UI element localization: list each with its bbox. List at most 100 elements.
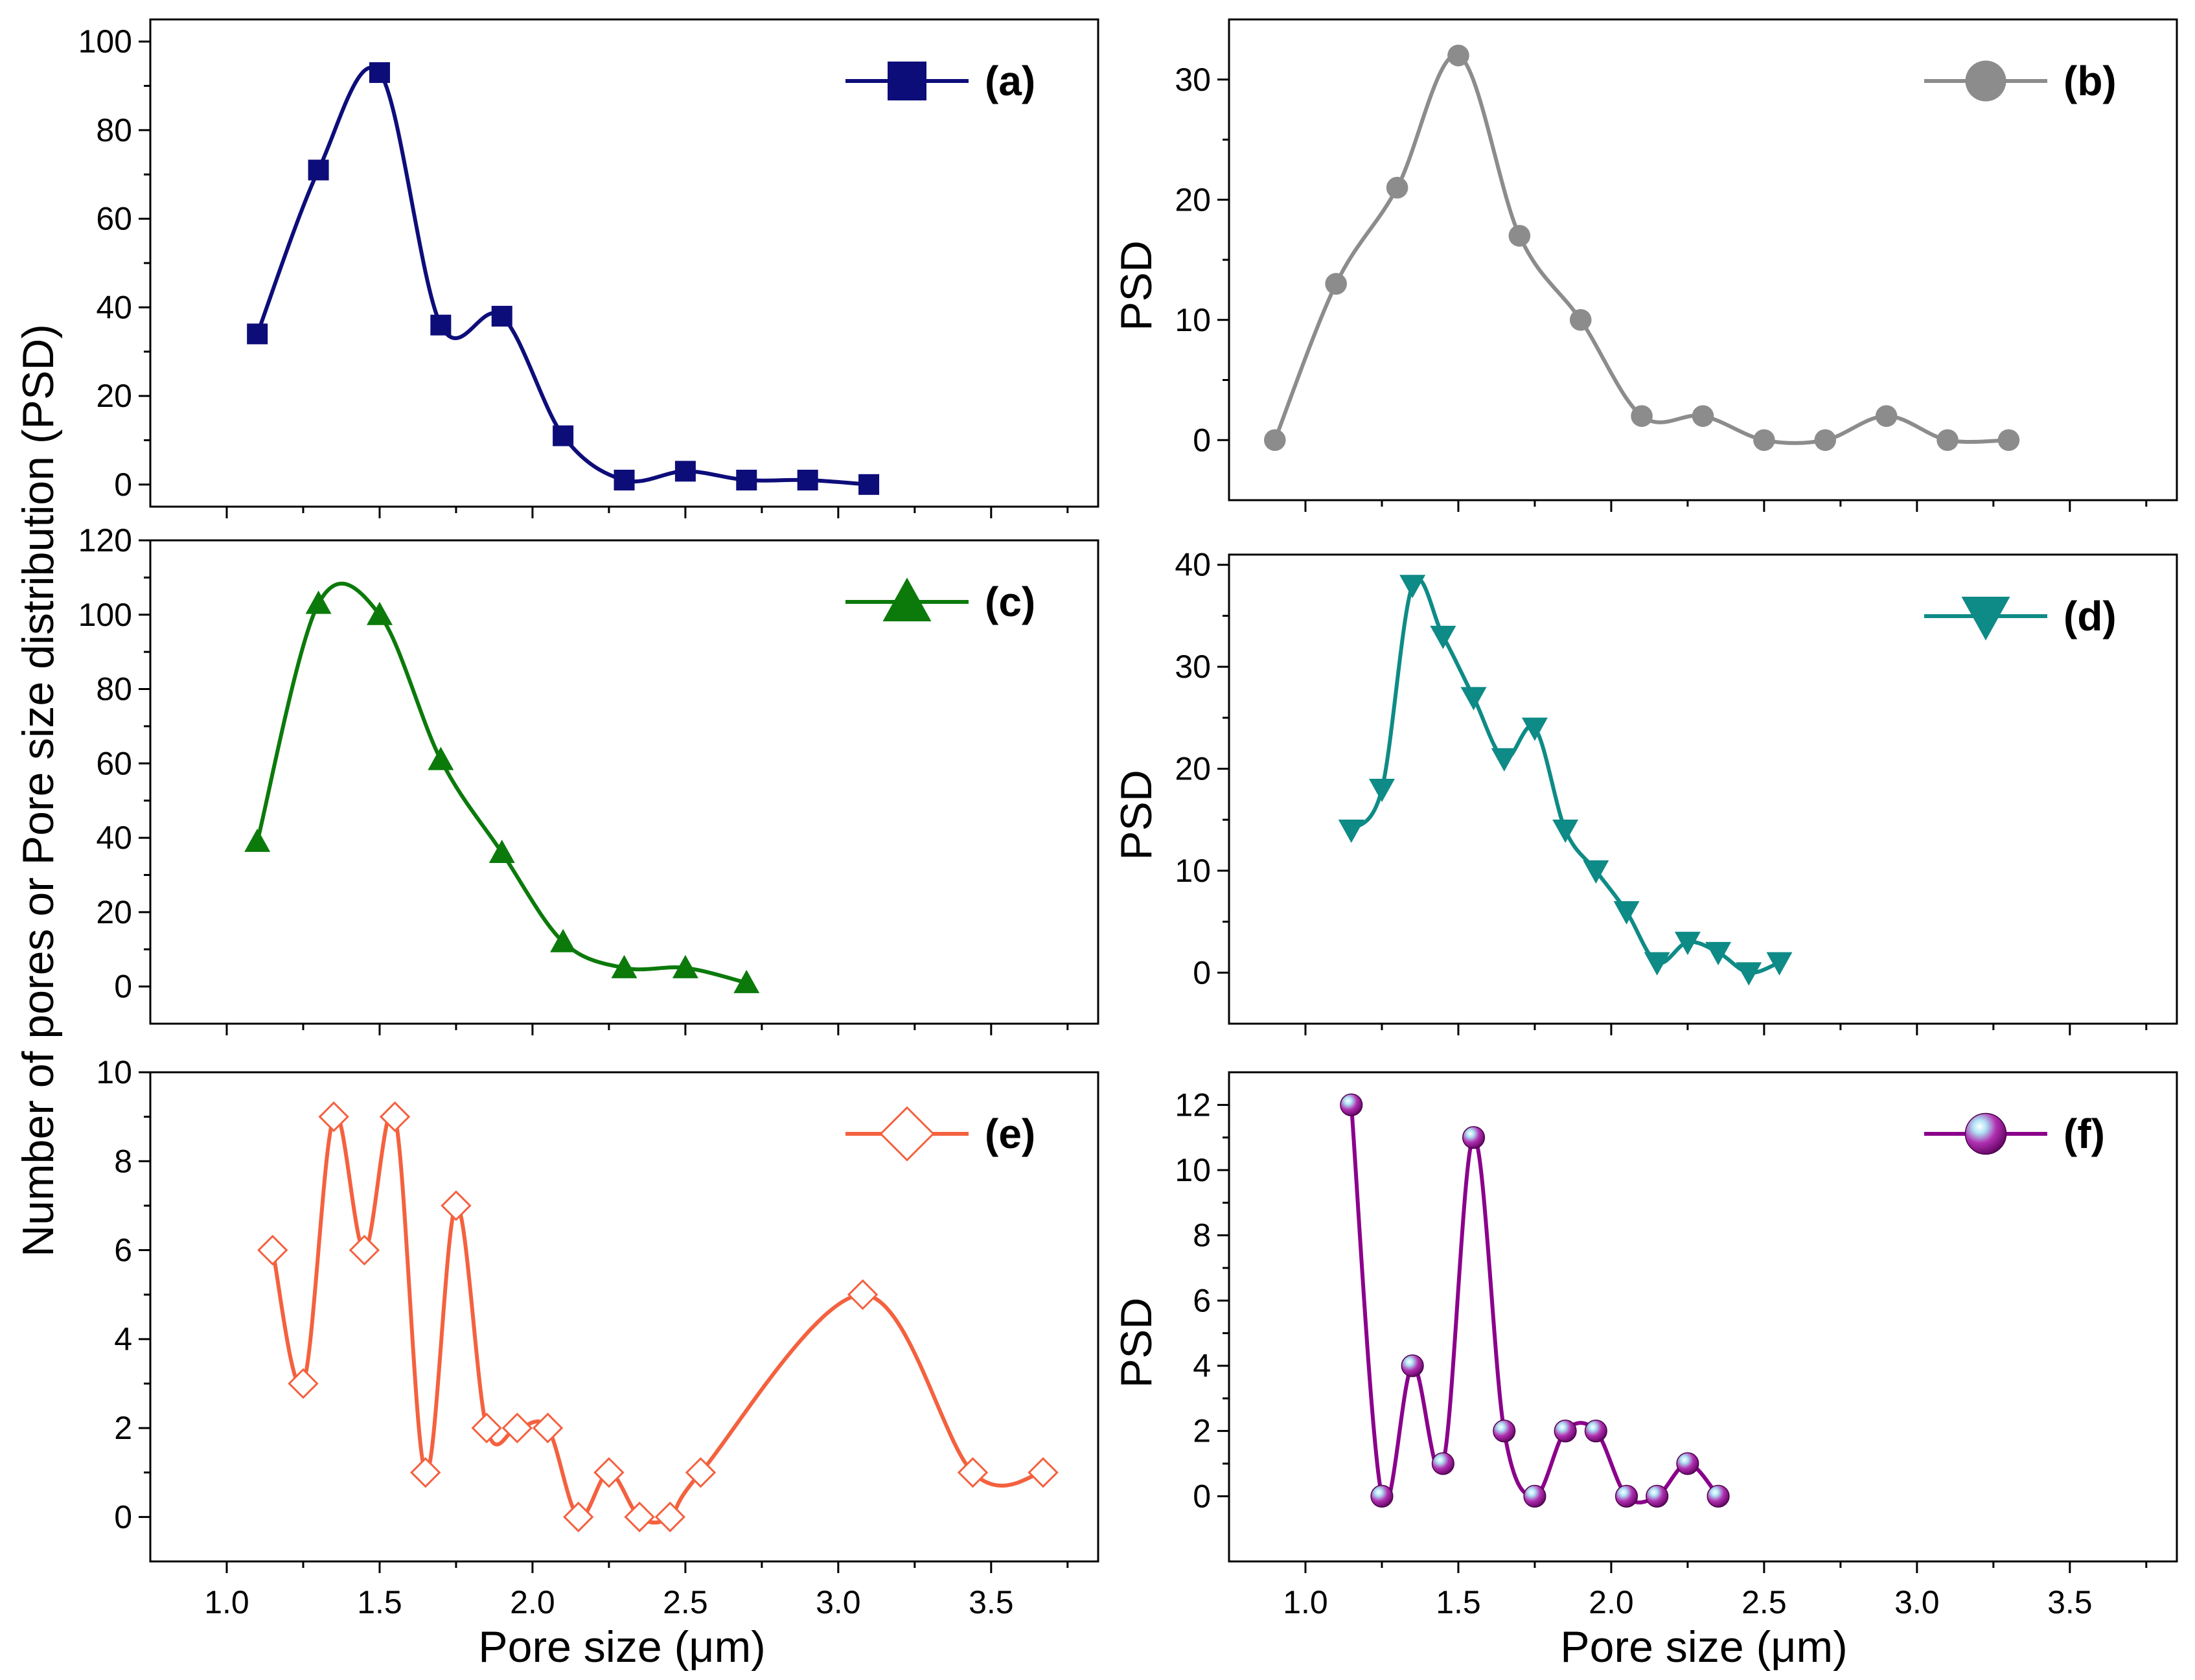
y-tick-label-e-2: 4 [114,1321,132,1357]
data-point-e-16 [957,1457,989,1488]
y-axis-title-d: PSD [1112,770,1161,860]
data-point-d-5 [1491,748,1517,772]
data-point-e-13 [654,1501,686,1533]
data-point-f-9 [1615,1484,1638,1508]
data-point-f-2 [1401,1354,1424,1377]
legend-marker-d [1961,597,2010,641]
y-tick-label-c-4: 80 [96,671,132,708]
y-tick-label-c-5: 100 [78,597,132,633]
data-point-f-5 [1493,1420,1516,1443]
y-tick-label-f-1: 2 [1193,1413,1211,1449]
legend-marker-a [888,62,926,100]
y-tick-label-e-1: 2 [114,1410,132,1446]
y-tick-label-a-2: 40 [96,289,132,325]
data-point-b-2 [1386,176,1408,199]
data-point-e-0 [257,1234,288,1266]
y-tick-label-d-0: 0 [1193,954,1211,991]
data-point-d-6 [1521,717,1548,741]
shared-y-axis-title: Number of pores or Pore size distributio… [14,324,63,1257]
data-point-e-1 [288,1368,319,1399]
panel-f: 0 2 4 6 8 10 12 1.0 1.5 2.0 2.5 3.0 3.5 PSD (f) [1112,1071,2178,1620]
data-point-e-7 [471,1412,502,1444]
data-point-a-7 [674,461,696,482]
x-axis-title-left: Pore size (μm) [478,1622,765,1672]
data-point-b-4 [1508,225,1531,247]
y-tick-label-c-1: 20 [96,894,132,930]
y-tick-label-f-2: 4 [1193,1348,1211,1384]
y-tick-label-c-3: 60 [96,745,132,781]
data-point-b-3 [1447,44,1469,67]
data-point-b-12 [1997,429,2020,452]
data-point-f-7 [1554,1420,1577,1443]
data-point-e-15 [847,1279,879,1310]
data-point-d-11 [1674,932,1701,956]
y-tick-label-a-1: 20 [96,378,132,414]
legend-label-c: (c) [985,579,1035,625]
data-point-d-8 [1583,860,1609,884]
y-tick-label-f-6: 12 [1175,1087,1211,1123]
x-tick-label-e-2: 2.0 [510,1584,555,1620]
data-point-f-6 [1523,1484,1546,1508]
data-point-e-3 [349,1234,380,1266]
panels: 020406080100(a)0102030PSD(b)020406080100… [78,18,2178,1620]
data-point-f-0 [1340,1093,1363,1116]
y-tick-label-e-5: 10 [96,1054,132,1090]
y-tick-label-c-2: 40 [96,820,132,856]
y-tick-label-d-4: 40 [1175,547,1211,583]
data-point-a-10 [858,474,880,495]
data-point-f-8 [1584,1420,1607,1443]
legend-label-b: (b) [2063,58,2117,104]
plot-frame-c [149,539,1099,1025]
panel-a: 0 20 40 60 80 100 (a) [78,18,1099,518]
data-point-b-5 [1569,308,1592,331]
plot-frame-b [1228,18,2178,501]
data-point-c-4 [488,840,515,864]
data-point-d-4 [1460,687,1487,711]
data-point-a-0 [247,323,268,345]
series-line-b [1272,53,2011,445]
data-point-c-2 [366,601,393,625]
y-tick-label-a-5: 100 [78,23,132,60]
series-line-d [1349,577,1782,975]
x-tick-label-e-4: 3.0 [816,1584,861,1620]
data-point-c-1 [305,590,332,614]
y-tick-label-b-3: 30 [1175,62,1211,98]
data-point-a-1 [308,159,329,181]
legend-label-a: (a) [985,58,1035,104]
data-point-c-7 [672,954,698,978]
data-point-e-2 [318,1101,349,1133]
y-tick-label-a-0: 0 [114,466,132,503]
y-tick-label-e-0: 0 [114,1499,132,1535]
data-point-e-12 [624,1501,655,1533]
data-point-b-7 [1692,405,1714,427]
panel-e: 0 2 4 6 8 10 1.0 1.5 2.0 2.5 3.0 3.5 (e) [96,1054,1099,1620]
series-line-f [1349,1103,1721,1506]
y-tick-label-a-4: 80 [96,112,132,148]
x-tick-label-f-1: 1.5 [1436,1584,1481,1620]
legend-label-d: (d) [2063,593,2117,639]
data-point-f-10 [1646,1484,1669,1508]
data-point-e-10 [562,1501,594,1533]
data-point-e-17 [1028,1457,1059,1488]
data-point-b-10 [1875,405,1898,427]
data-point-a-4 [491,306,512,327]
data-point-a-3 [430,314,452,336]
legend-marker-f [1964,1112,2007,1155]
data-point-d-3 [1430,625,1456,649]
y-tick-label-c-0: 0 [114,969,132,1005]
data-point-e-5 [410,1457,441,1488]
y-tick-label-d-3: 30 [1175,649,1211,685]
data-point-a-2 [369,62,390,84]
data-point-c-3 [428,746,454,770]
y-tick-label-d-2: 20 [1175,751,1211,787]
data-point-a-9 [797,469,818,490]
series-line-c [255,581,749,985]
data-point-f-4 [1462,1126,1486,1149]
data-point-e-6 [441,1190,472,1221]
data-point-d-7 [1552,819,1579,843]
series-line-e [270,1109,1046,1525]
legend-marker-b [1965,60,2006,102]
legend-label-f: (f) [2063,1110,2105,1157]
data-point-c-6 [611,954,638,978]
